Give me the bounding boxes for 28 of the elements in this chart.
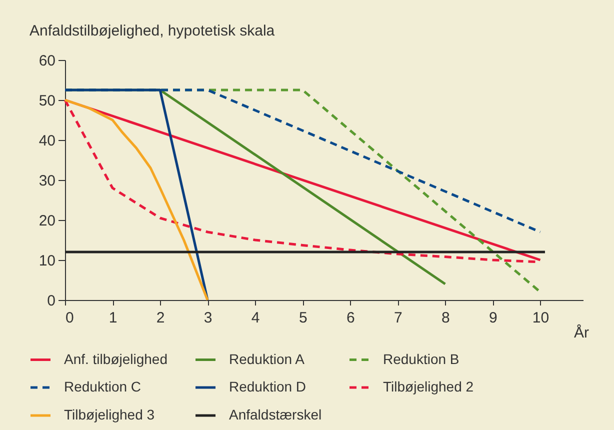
x-tick-label: 7	[394, 310, 402, 326]
y-tick-label: 50	[38, 92, 56, 110]
y-tick-label: 0	[47, 292, 56, 310]
x-tick-label: 10	[532, 310, 550, 326]
y-tick-label: 40	[38, 132, 56, 150]
x-tick-label: 1	[108, 310, 118, 326]
x-tick-label: 4	[251, 310, 260, 326]
legend-label: Tilbøjelighed 3	[64, 406, 155, 422]
legend-label: Reduktion C	[64, 378, 142, 394]
x-axis-title: År	[574, 324, 590, 342]
x-tick-label: 3	[204, 310, 212, 326]
x-tick-label: 5	[298, 310, 308, 326]
x-tick-label: 9	[489, 310, 498, 326]
y-axis-title: Anfaldstilbøjelighed, hypotetisk skala	[30, 22, 276, 40]
y-tick-label: 60	[38, 52, 56, 70]
y-tick-label: 30	[38, 172, 56, 190]
x-tick-label: 8	[442, 310, 450, 326]
legend-label: Reduktion D	[229, 378, 306, 394]
x-tick-label: 0	[66, 310, 74, 326]
legend-label: Anf. tilbøjelighed	[64, 350, 168, 367]
legend-label: Reduktion A	[229, 350, 306, 367]
legend-label: Reduktion B	[383, 350, 460, 367]
legend-label: Tilbøjelighed 2	[383, 378, 474, 394]
x-tick-label: 2	[156, 310, 165, 326]
x-tick-label: 6	[346, 310, 355, 326]
y-tick-label: 10	[38, 252, 56, 270]
y-tick-label: 20	[38, 212, 56, 230]
legend-label: Anfaldstærskel	[229, 406, 322, 422]
